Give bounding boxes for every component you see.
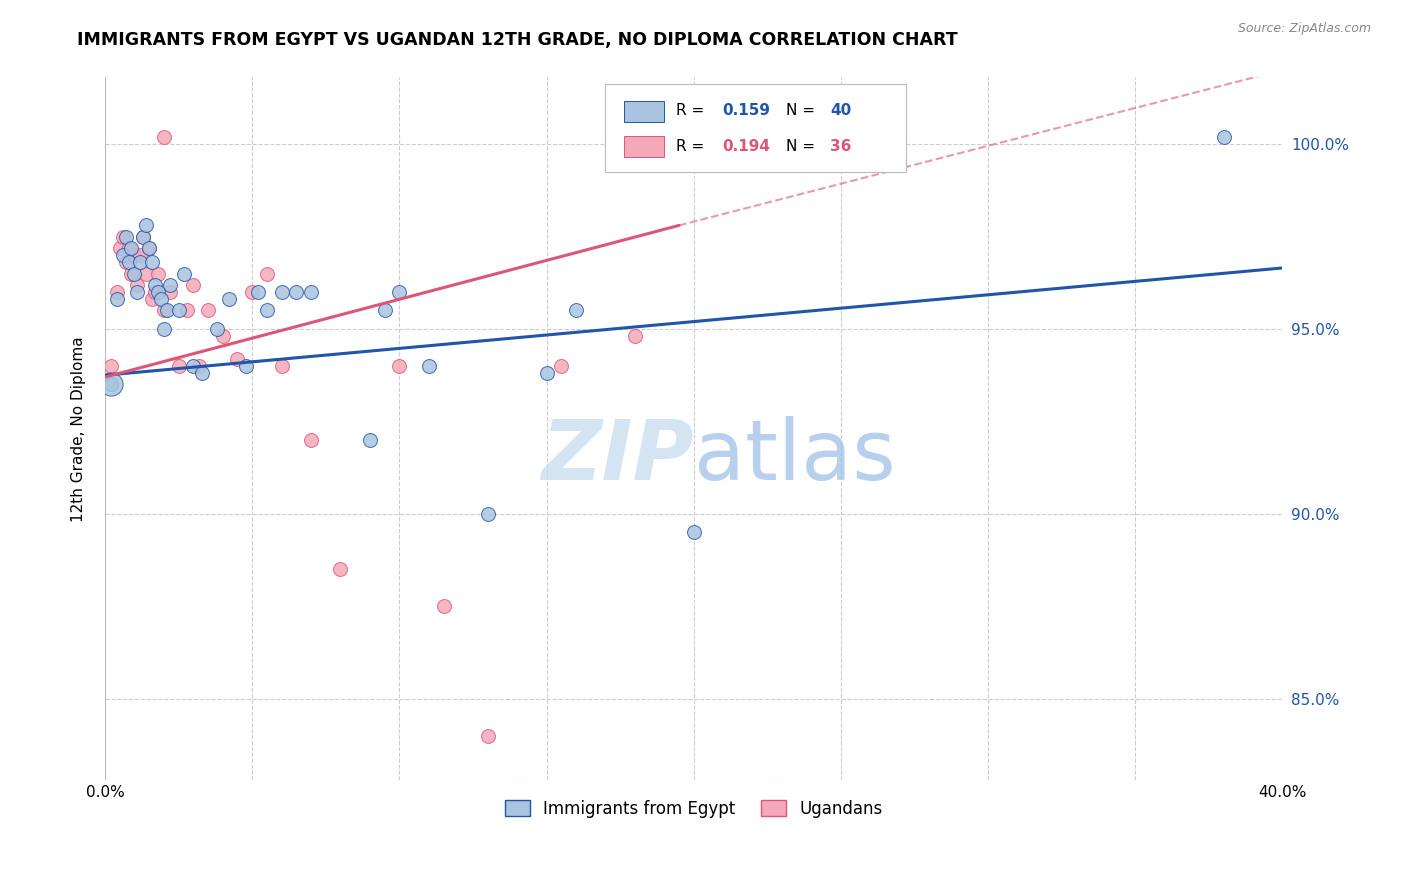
- Point: [153, 322, 176, 336]
- Point: [477, 729, 499, 743]
- Point: [146, 267, 169, 281]
- Text: 0.159: 0.159: [723, 103, 770, 118]
- Point: [432, 599, 454, 614]
- Text: N =: N =: [786, 138, 820, 153]
- Point: [624, 329, 647, 343]
- Point: [188, 359, 211, 373]
- Point: [285, 285, 308, 299]
- Point: [111, 248, 134, 262]
- Point: [100, 377, 122, 392]
- Text: atlas: atlas: [693, 417, 896, 498]
- FancyBboxPatch shape: [606, 85, 905, 172]
- Point: [149, 293, 172, 307]
- Point: [135, 219, 157, 233]
- Legend: Immigrants from Egypt, Ugandans: Immigrants from Egypt, Ugandans: [499, 793, 889, 825]
- Point: [256, 267, 278, 281]
- Point: [181, 277, 204, 292]
- Point: [141, 293, 163, 307]
- Point: [235, 359, 257, 373]
- Point: [359, 433, 381, 447]
- Point: [176, 303, 198, 318]
- Point: [682, 525, 704, 540]
- Point: [100, 359, 122, 373]
- Point: [108, 241, 131, 255]
- Point: [167, 303, 190, 318]
- Point: [226, 351, 249, 366]
- Y-axis label: 12th Grade, No Diploma: 12th Grade, No Diploma: [72, 336, 86, 522]
- Point: [418, 359, 440, 373]
- Text: ZIP: ZIP: [541, 417, 693, 498]
- Point: [129, 255, 152, 269]
- Point: [114, 229, 136, 244]
- Point: [132, 229, 155, 244]
- Point: [550, 359, 572, 373]
- Point: [121, 267, 143, 281]
- Point: [181, 359, 204, 373]
- Point: [117, 241, 139, 255]
- Point: [299, 285, 322, 299]
- Point: [138, 241, 160, 255]
- Point: [143, 277, 166, 292]
- Point: [127, 285, 149, 299]
- Point: [129, 248, 152, 262]
- Point: [565, 303, 588, 318]
- Point: [153, 303, 176, 318]
- Point: [205, 322, 228, 336]
- FancyBboxPatch shape: [624, 136, 664, 157]
- Point: [124, 267, 146, 281]
- Point: [159, 285, 181, 299]
- Text: 40: 40: [831, 103, 852, 118]
- Point: [388, 359, 411, 373]
- Text: N =: N =: [786, 103, 820, 118]
- Point: [105, 293, 128, 307]
- Point: [477, 507, 499, 521]
- Point: [127, 277, 149, 292]
- Text: R =: R =: [676, 103, 709, 118]
- Point: [138, 241, 160, 255]
- Point: [329, 562, 352, 576]
- Point: [153, 129, 176, 144]
- Text: IMMIGRANTS FROM EGYPT VS UGANDAN 12TH GRADE, NO DIPLOMA CORRELATION CHART: IMMIGRANTS FROM EGYPT VS UGANDAN 12TH GR…: [77, 31, 957, 49]
- Point: [167, 359, 190, 373]
- Point: [1212, 129, 1234, 144]
- Text: Source: ZipAtlas.com: Source: ZipAtlas.com: [1237, 22, 1371, 36]
- Point: [218, 293, 240, 307]
- Point: [143, 285, 166, 299]
- Point: [211, 329, 233, 343]
- Point: [105, 285, 128, 299]
- Point: [173, 267, 195, 281]
- Point: [141, 255, 163, 269]
- Point: [270, 285, 292, 299]
- Text: R =: R =: [676, 138, 709, 153]
- Point: [197, 303, 219, 318]
- Point: [240, 285, 263, 299]
- Point: [191, 367, 214, 381]
- Point: [536, 367, 558, 381]
- Point: [146, 285, 169, 299]
- Point: [256, 303, 278, 318]
- Point: [114, 255, 136, 269]
- Point: [132, 229, 155, 244]
- Point: [388, 285, 411, 299]
- Point: [124, 248, 146, 262]
- Point: [374, 303, 396, 318]
- Point: [159, 277, 181, 292]
- Point: [117, 255, 139, 269]
- FancyBboxPatch shape: [624, 101, 664, 122]
- Text: 0.194: 0.194: [723, 138, 770, 153]
- Point: [156, 303, 179, 318]
- Text: 36: 36: [831, 138, 852, 153]
- Point: [111, 229, 134, 244]
- Point: [135, 267, 157, 281]
- Point: [270, 359, 292, 373]
- Point: [299, 433, 322, 447]
- Point: [121, 241, 143, 255]
- Point: [247, 285, 270, 299]
- Point: [100, 377, 122, 392]
